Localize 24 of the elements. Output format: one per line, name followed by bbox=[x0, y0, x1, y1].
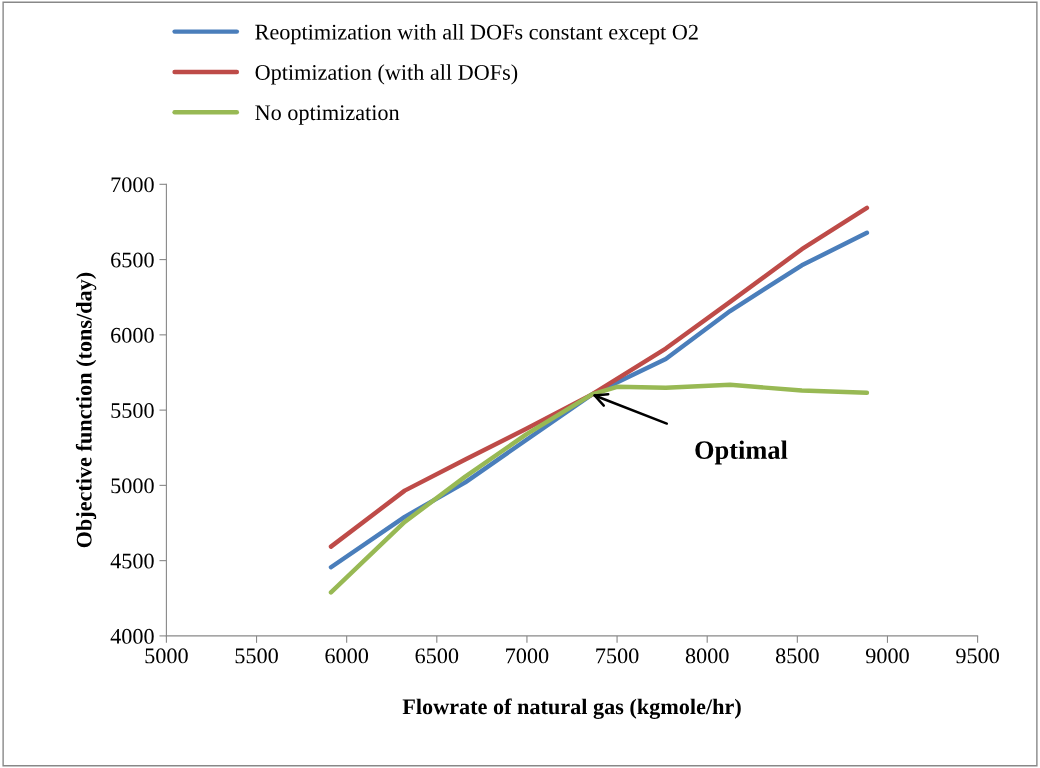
y-tick-label: 5500 bbox=[111, 403, 154, 419]
x-tick-label: 8500 bbox=[775, 648, 819, 664]
legend-label: No optimization bbox=[255, 105, 400, 125]
x-tick-label: 5000 bbox=[145, 648, 188, 664]
x-tick-label: 9000 bbox=[865, 648, 909, 664]
y-axis-title: Objective function (tons/day) bbox=[75, 272, 97, 548]
annotation: Optimal bbox=[695, 440, 788, 465]
x-tick-label: 7000 bbox=[506, 648, 549, 664]
legend-label: Optimization (with all DOFs) bbox=[255, 64, 518, 85]
legend-label: Reoptimization with all DOFs constant except O2 bbox=[255, 23, 698, 45]
y-tick-label: 7000 bbox=[111, 177, 154, 193]
y-tick-label: 6500 bbox=[111, 252, 154, 268]
line-series bbox=[328, 382, 870, 595]
x-tick-label: 5500 bbox=[235, 648, 278, 664]
y-tick-label: 6000 bbox=[111, 327, 154, 343]
x-tick-label: 7500 bbox=[596, 648, 639, 664]
x-tick-label: 6000 bbox=[325, 648, 369, 664]
x-axis-title: Flowrate of natural gas (kgmole/hr) bbox=[402, 698, 741, 719]
y-tick-label: 4500 bbox=[110, 553, 154, 569]
x-tick-label: 8000 bbox=[685, 648, 729, 664]
y-tick-label: 5000 bbox=[111, 478, 154, 494]
x-tick-label: 9500 bbox=[956, 648, 999, 664]
y-tick-label: 4000 bbox=[110, 628, 154, 644]
x-tick-label: 6500 bbox=[415, 648, 459, 664]
